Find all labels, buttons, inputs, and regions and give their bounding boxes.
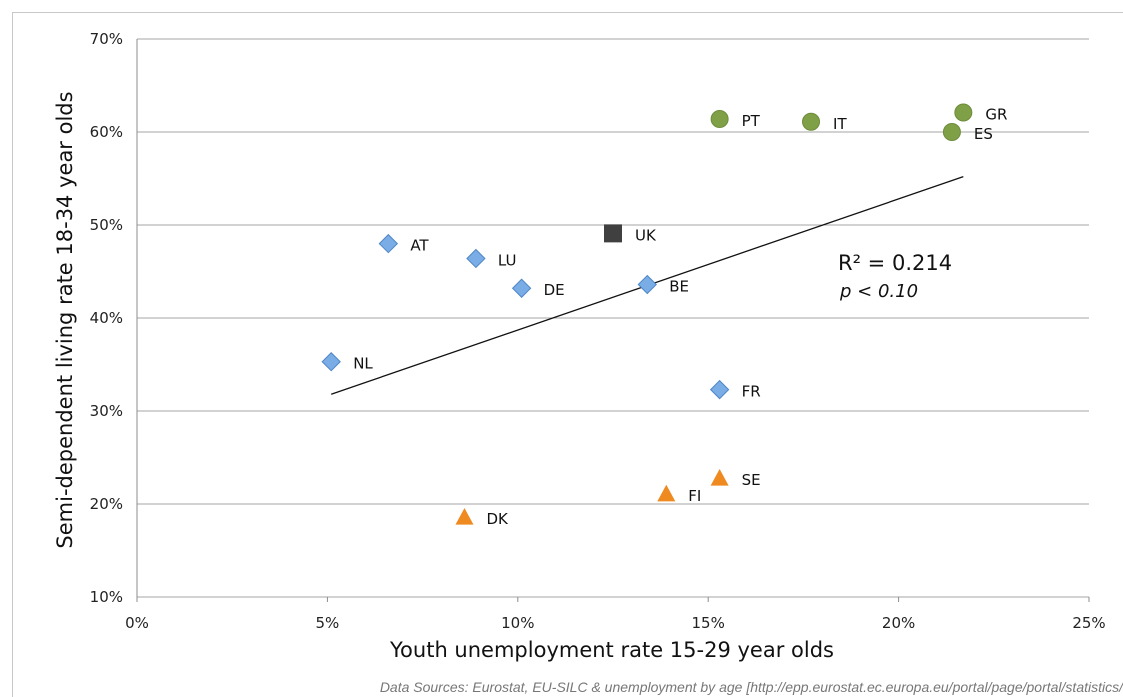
chart-frame [12,12,1123,697]
point-label-dk: DK [486,510,509,528]
point-labels: AT LU DE BE NL FR UK PT IT GR ES SE FI DK [353,105,1007,528]
y-tick-label: 20% [90,495,123,513]
point-label-be: BE [669,278,689,296]
y-tick-label: 30% [90,402,123,420]
point-label-de: DE [544,281,565,299]
point-label-es: ES [974,125,993,143]
x-tick-label: 10% [501,614,534,632]
x-tick-label: 5% [316,614,340,632]
gridlines [136,38,1089,598]
point-label-fi: FI [688,487,701,505]
y-tick-labels: 10% 20% 30% 40% 50% 60% 70% [90,30,123,606]
y-tick-label: 50% [90,216,123,234]
x-tick-labels: 0% 5% 10% 15% 20% 25% [125,597,1106,632]
x-tick-label: 25% [1072,614,1105,632]
point-label-at: AT [410,237,429,255]
data-point-lu [466,248,486,269]
r-squared-annotation: R² = 0.214 [838,251,952,275]
point-label-uk: UK [635,226,657,244]
data-point-gr [954,103,973,122]
data-point-uk [604,224,622,243]
y-tick-label: 10% [90,588,123,606]
data-point-de [511,278,532,298]
data-point-be [637,274,657,295]
point-label-nl: NL [353,355,373,373]
point-label-gr: GR [985,105,1007,123]
data-point-dk [455,508,474,525]
x-tick-label: 20% [882,614,915,632]
y-tick-label: 40% [90,309,123,327]
point-label-pt: PT [742,112,761,130]
data-point-at [378,233,399,254]
point-label-fr: FR [742,383,761,401]
point-label-se: SE [742,471,761,489]
y-tick-label: 70% [90,30,123,48]
x-tick-label: 15% [692,614,725,632]
data-point-fi [657,484,676,502]
point-label-it: IT [833,115,847,133]
y-axis-title: Semi-dependent living rate 18-34 year ol… [53,91,77,548]
data-point-se [710,468,729,486]
data-point-fr [709,379,730,400]
data-points [321,103,973,525]
x-tick-label: 0% [125,614,149,632]
source-note: Data Sources: Eurostat, EU-SILC & unempl… [380,679,1123,695]
y-tick-label: 60% [90,123,123,141]
x-axis-title: Youth unemployment rate 15-29 year olds [389,638,834,662]
p-value-annotation: p < 0.10 [839,281,918,302]
data-point-nl [321,352,341,372]
point-label-lu: LU [498,251,517,269]
data-point-pt [710,109,729,128]
data-point-es [942,123,961,141]
data-point-it [802,112,821,131]
